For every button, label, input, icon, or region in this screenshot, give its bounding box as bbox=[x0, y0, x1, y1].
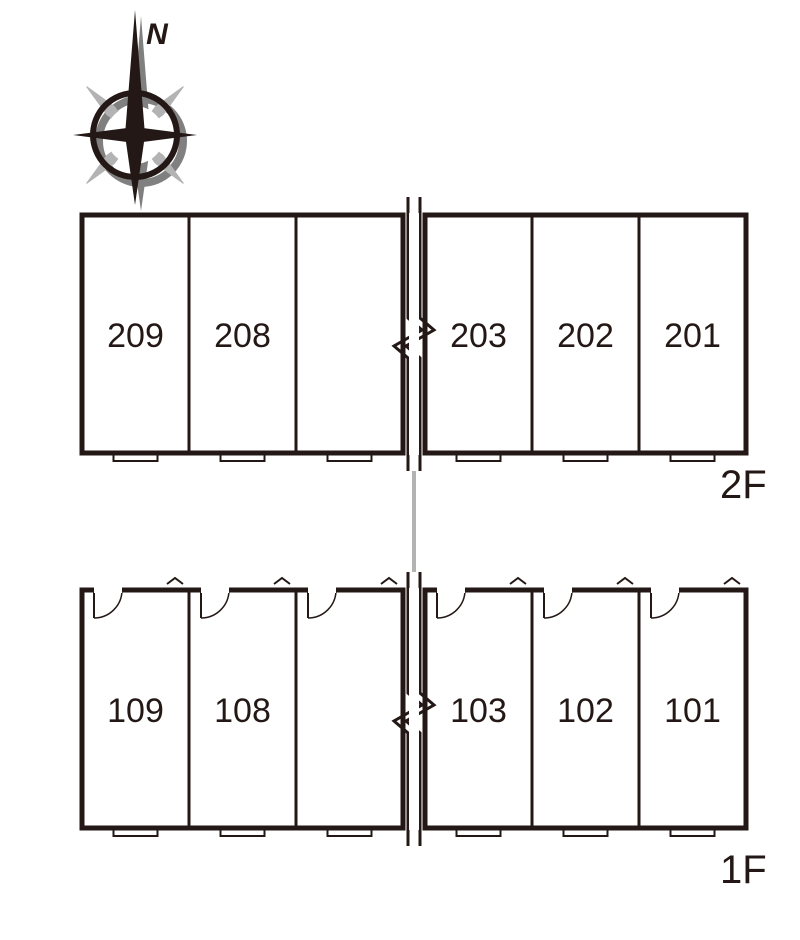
floor-label: 1F bbox=[720, 848, 767, 892]
unit-label: 202 bbox=[557, 317, 614, 355]
floor-label: 2F bbox=[720, 463, 767, 507]
unit-label: 101 bbox=[664, 692, 721, 730]
unit-label: 203 bbox=[450, 317, 507, 355]
compass-north-label: N bbox=[146, 18, 169, 51]
unit-label: 102 bbox=[557, 692, 614, 730]
unit-label: 109 bbox=[107, 692, 164, 730]
unit-label: 209 bbox=[107, 317, 164, 355]
unit-label: 208 bbox=[214, 317, 271, 355]
break-mask bbox=[409, 213, 419, 455]
break-mask bbox=[409, 588, 419, 830]
unit-label: 201 bbox=[664, 317, 721, 355]
unit-label: 103 bbox=[450, 692, 507, 730]
unit-label: 108 bbox=[214, 692, 271, 730]
